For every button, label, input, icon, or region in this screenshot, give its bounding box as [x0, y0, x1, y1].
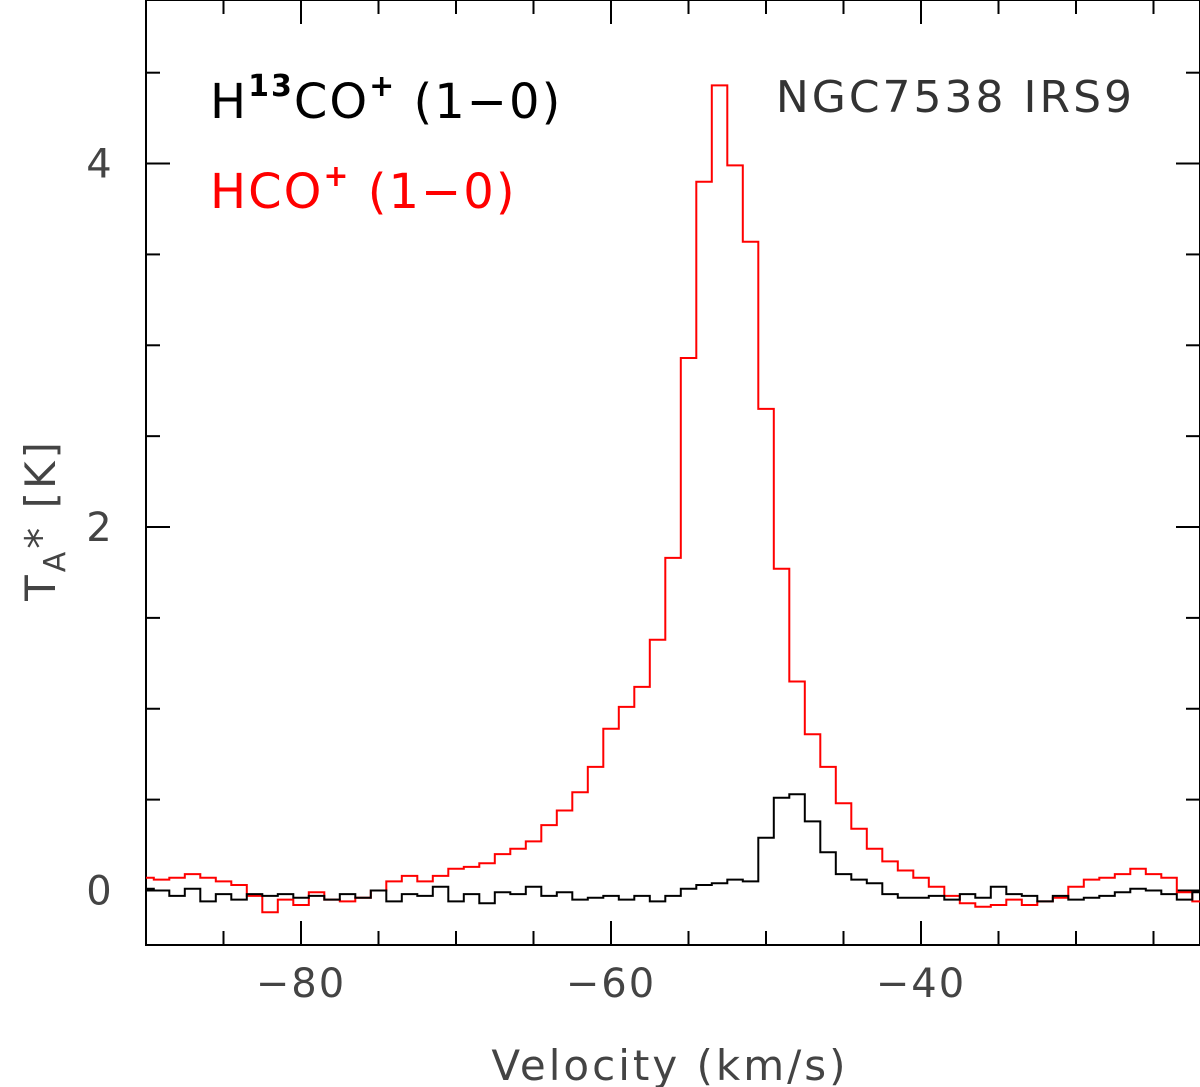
y-tick-label: 0: [86, 868, 113, 914]
x-axis-label: Velocity (km/s): [491, 1041, 848, 1087]
y-axis-label-rest: * [K]: [16, 439, 65, 549]
legend-hcop-tail: (1−0): [351, 164, 517, 220]
legend-h13cop-base: H: [210, 74, 248, 130]
y-tick-label: 2: [86, 505, 113, 551]
series-lines: [146, 84, 1200, 914]
plot-frame: [145, 0, 1200, 946]
legend-h13cop-sup2: +: [369, 69, 396, 104]
y-axis-label-main: T: [16, 572, 65, 602]
legend-h13cop-mid: CO: [294, 74, 369, 130]
y-axis-label: TA* [K]: [16, 439, 73, 602]
legend-h13cop: H13CO+ (1−0): [210, 69, 562, 130]
axis-ticks: [146, 0, 1200, 945]
legend-h13cop-tail: (1−0): [396, 74, 562, 130]
legend-hcop-base: HCO: [210, 164, 323, 220]
legend-hcop-sup1: +: [323, 159, 350, 194]
x-tick-labels: −80 −60 −40: [256, 961, 966, 1007]
y-tick-label: 4: [86, 142, 113, 188]
x-tick-label: −80: [256, 961, 346, 1007]
x-tick-label: −40: [876, 961, 966, 1007]
y-tick-labels: 0 2 4: [86, 142, 113, 915]
legend-hcop: HCO+ (1−0): [210, 159, 517, 220]
x-tick-label: −60: [566, 961, 656, 1007]
y-axis-label-sub: A: [38, 549, 73, 573]
series-line-h13cop: [146, 793, 1200, 905]
legend-h13cop-sup1: 13: [248, 69, 294, 104]
source-name-label: NGC7538 IRS9: [776, 72, 1135, 123]
